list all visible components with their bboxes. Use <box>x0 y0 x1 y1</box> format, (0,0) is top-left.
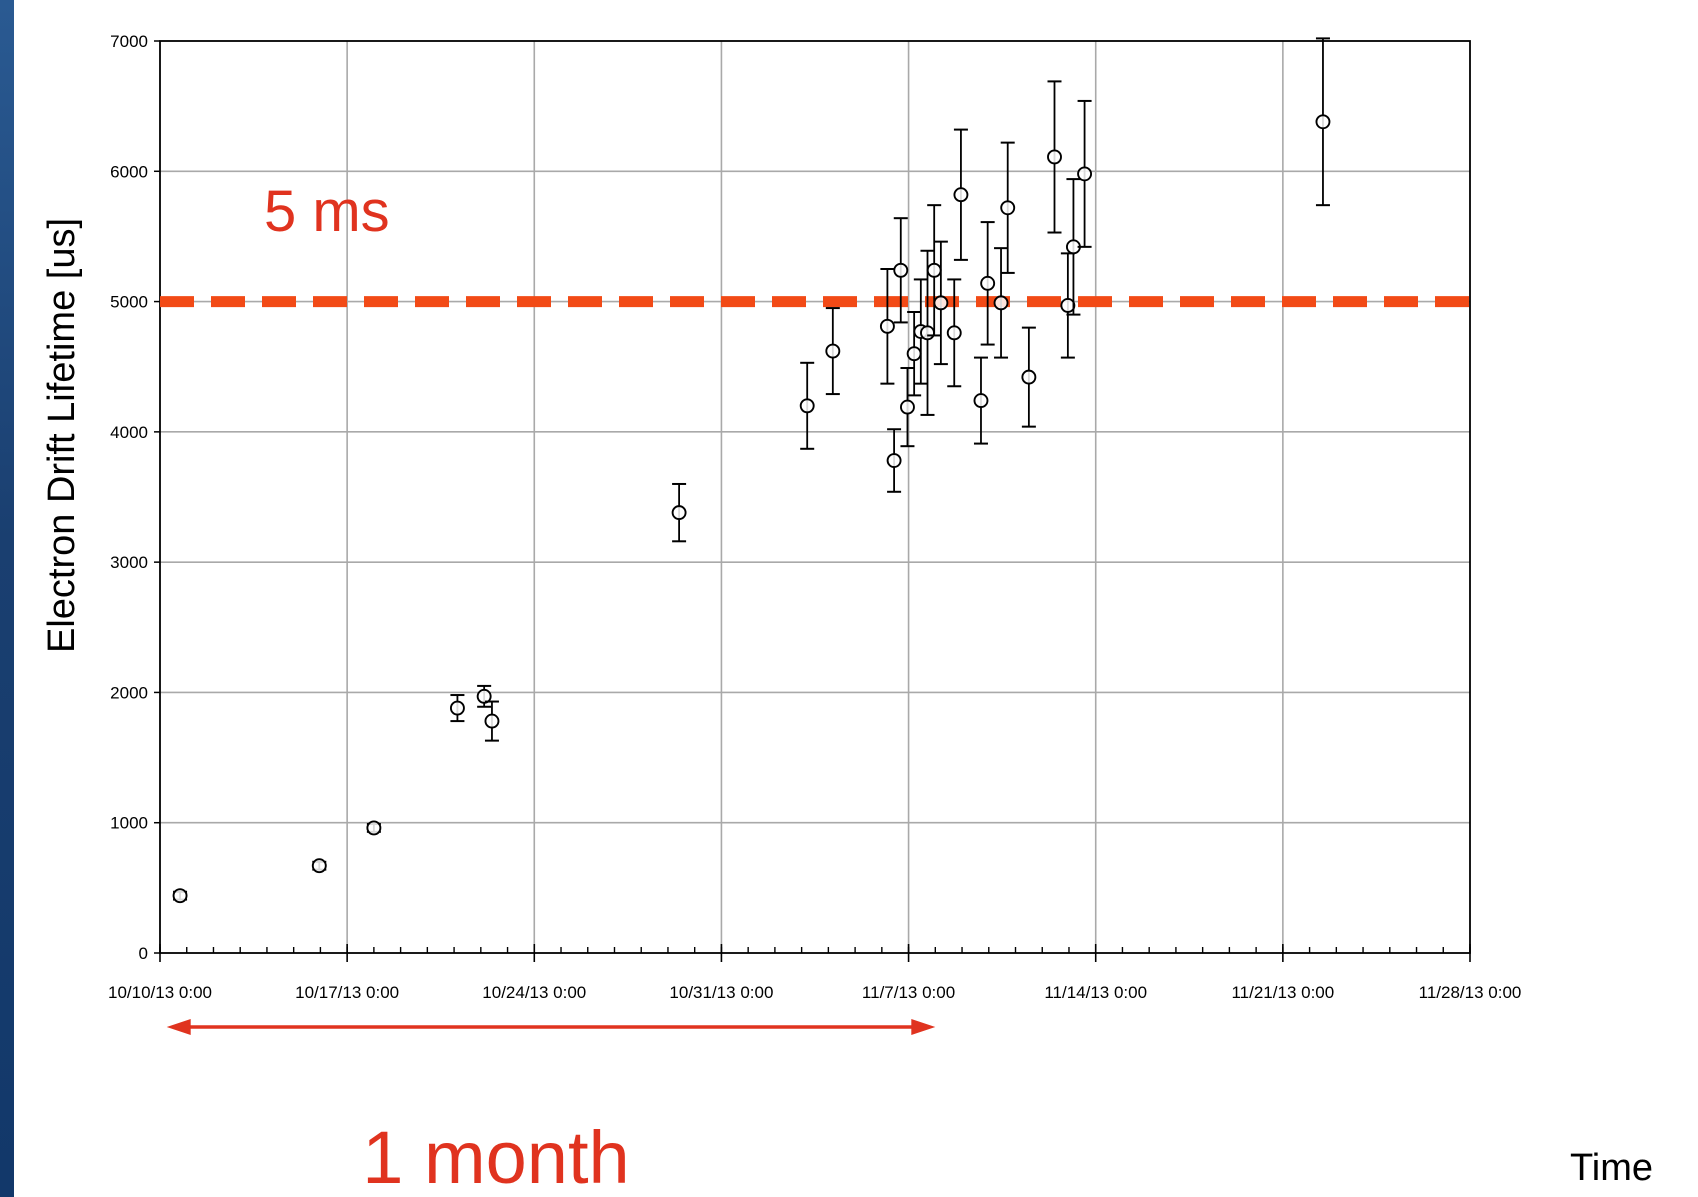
point-marker <box>1021 369 1037 385</box>
data-point <box>933 240 949 366</box>
y-tick-label: 1000 <box>110 814 148 833</box>
data-point <box>449 694 465 723</box>
point-marker <box>886 453 902 468</box>
data-point <box>1077 99 1093 248</box>
x-tick-label: 11/21/13 0:00 <box>1231 983 1334 1002</box>
point-marker <box>973 393 989 409</box>
y-tick-label: 4000 <box>110 423 148 442</box>
x-tick-label: 10/10/13 0:00 <box>108 983 212 1002</box>
data-point <box>1065 178 1081 316</box>
point-marker <box>825 343 841 359</box>
data-point <box>893 217 909 324</box>
point-marker <box>1060 298 1076 313</box>
y-tick-label: 5000 <box>110 293 148 312</box>
x-tick-label: 10/24/13 0:00 <box>482 983 586 1002</box>
x-axis: 10/10/13 0:00 10/17/13 0:00 10/24/13 0:00 1… <box>108 944 1521 1002</box>
data-point <box>926 204 942 337</box>
data-point <box>825 307 841 396</box>
data-point <box>476 684 492 708</box>
plot-frame <box>159 40 1471 954</box>
point-marker <box>879 318 895 334</box>
y-axis-title: Electron Drift Lifetime [us] <box>41 218 83 653</box>
point-marker <box>1077 166 1093 182</box>
point-marker <box>1000 200 1016 216</box>
data-point <box>900 367 915 448</box>
point-marker <box>993 295 1009 311</box>
data-point <box>172 888 188 904</box>
span-arrow-head-right <box>911 1019 936 1035</box>
point-marker <box>671 505 687 521</box>
point-marker <box>311 858 327 874</box>
y-tick-label: 7000 <box>110 32 148 51</box>
point-marker <box>799 398 815 414</box>
point-marker <box>920 325 935 341</box>
point-marker <box>366 820 382 836</box>
data-point <box>993 247 1009 359</box>
data-point <box>311 858 327 874</box>
data-point <box>1000 141 1016 274</box>
point-marker <box>926 262 942 278</box>
y-axis: 0 1000 2000 3000 4000 5000 6000 7000 <box>110 32 160 963</box>
x-tick-label: 10/31/13 0:00 <box>669 983 773 1002</box>
point-marker <box>906 346 922 362</box>
data-points <box>172 37 1331 904</box>
slide-canvas: 0 1000 2000 3000 4000 5000 6000 7000 10/10/13 0… <box>14 0 1698 1197</box>
point-marker <box>484 713 500 729</box>
y-tick-label: 2000 <box>110 683 148 702</box>
span-annotation: 1 month <box>166 1019 936 1197</box>
data-point <box>1315 37 1331 207</box>
point-marker <box>449 700 465 716</box>
x-axis-title: Time <box>1570 1147 1653 1189</box>
data-point <box>886 428 902 493</box>
point-marker <box>980 275 996 291</box>
data-point <box>953 128 969 261</box>
grid-lines <box>160 41 1470 953</box>
point-marker <box>933 295 949 311</box>
point-marker <box>946 325 962 341</box>
y-tick-label: 0 <box>139 944 148 963</box>
data-point <box>366 820 382 836</box>
x-tick-label: 10/17/13 0:00 <box>295 983 399 1002</box>
data-point <box>484 700 500 742</box>
data-point <box>799 361 815 450</box>
point-marker <box>953 187 969 203</box>
x-tick-label: 11/14/13 0:00 <box>1044 983 1147 1002</box>
data-point <box>973 356 989 445</box>
point-marker <box>476 688 492 704</box>
point-marker <box>1315 114 1331 130</box>
lifetime-chart: 0 1000 2000 3000 4000 5000 6000 7000 10/10/13 0… <box>41 32 1653 1197</box>
point-marker <box>1047 149 1062 165</box>
span-label: 1 month <box>362 1116 629 1197</box>
span-arrow-head-left <box>166 1019 191 1035</box>
point-marker <box>893 262 909 278</box>
slide-side-strip <box>0 0 14 1197</box>
data-point <box>946 278 962 388</box>
data-point <box>879 268 895 385</box>
x-tick-label: 11/7/13 0:00 <box>862 983 955 1002</box>
reference-line-label: 5 ms <box>264 179 390 244</box>
data-point <box>1047 80 1062 234</box>
data-point <box>980 221 996 346</box>
point-marker <box>172 888 188 904</box>
data-point <box>1021 326 1037 428</box>
y-tick-label: 3000 <box>110 553 148 572</box>
y-tick-label: 6000 <box>110 162 148 181</box>
point-marker <box>900 399 915 415</box>
x-tick-label: 11/28/13 0:00 <box>1419 983 1522 1002</box>
data-point <box>671 482 687 543</box>
